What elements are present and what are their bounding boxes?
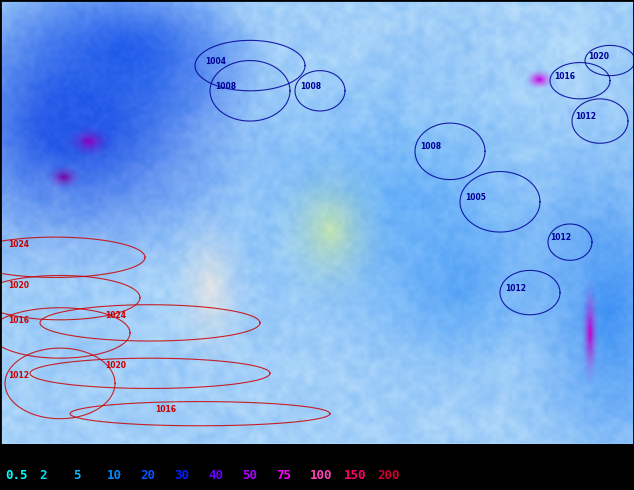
Text: 1008: 1008: [420, 142, 441, 151]
Text: Tu 11-06-2024 00:00 UTC (00+144): Tu 11-06-2024 00:00 UTC (00+144): [373, 454, 629, 467]
Text: 1016: 1016: [155, 405, 176, 414]
Text: 20: 20: [140, 469, 155, 482]
Text: 0.5: 0.5: [5, 469, 27, 482]
Text: 5: 5: [73, 469, 81, 482]
Text: 1020: 1020: [588, 51, 609, 61]
Text: 150: 150: [344, 469, 366, 482]
Text: 10: 10: [107, 469, 122, 482]
Text: 2: 2: [39, 469, 46, 482]
Text: 1016: 1016: [8, 316, 29, 325]
Text: 1008: 1008: [215, 82, 236, 91]
Text: 1008: 1008: [300, 82, 321, 91]
Text: 1020: 1020: [105, 361, 126, 370]
Text: 40: 40: [208, 469, 223, 482]
Text: 50: 50: [242, 469, 257, 482]
Text: 1005: 1005: [465, 193, 486, 202]
Text: 30: 30: [174, 469, 189, 482]
Text: 1012: 1012: [505, 284, 526, 293]
Text: 100: 100: [309, 469, 332, 482]
Text: Precipitation accum. [mm] ECMWF: Precipitation accum. [mm] ECMWF: [5, 454, 253, 467]
Text: 1020: 1020: [8, 281, 29, 290]
Text: 1016: 1016: [554, 72, 575, 81]
Text: 75: 75: [276, 469, 291, 482]
Text: © weatheronline.co.uk: © weatheronline.co.uk: [472, 469, 629, 482]
Text: 1012: 1012: [8, 371, 29, 380]
Text: 1024: 1024: [8, 240, 29, 249]
Text: 200: 200: [377, 469, 399, 482]
Text: 1024: 1024: [105, 311, 126, 320]
Text: 1012: 1012: [550, 233, 571, 242]
Text: 1004: 1004: [205, 56, 226, 66]
Text: 1012: 1012: [575, 112, 596, 121]
